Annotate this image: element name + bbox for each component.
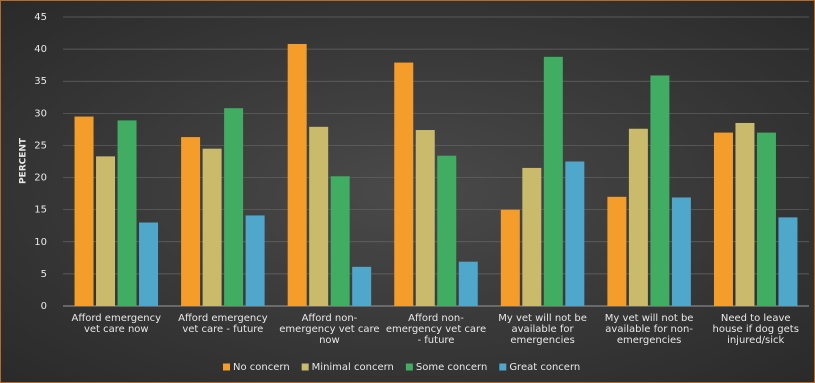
bar xyxy=(607,196,627,306)
y-axis-label: PERCENT xyxy=(19,137,29,184)
x-tick-label: Afford non-emergency vet care now xyxy=(279,313,380,346)
legend-swatch xyxy=(405,363,413,371)
x-tick-label: Afford non-emergency vet care - future xyxy=(385,313,487,346)
bar xyxy=(522,167,542,306)
bar xyxy=(437,155,457,306)
legend-label: No concern xyxy=(233,362,290,373)
bar xyxy=(650,75,670,306)
bar xyxy=(394,62,414,306)
bar xyxy=(713,132,733,306)
bar xyxy=(500,209,520,306)
x-tick-label: Need to leave house if dog gets injured/… xyxy=(712,313,799,346)
bar xyxy=(139,222,159,306)
bar xyxy=(543,56,563,306)
x-tick-label: My vet will not be available for non-eme… xyxy=(604,313,694,346)
y-tick-label: 40 xyxy=(34,44,47,55)
bar xyxy=(245,215,265,306)
bar xyxy=(330,176,350,306)
legend-swatch xyxy=(301,363,309,371)
bar xyxy=(415,130,435,306)
y-tick-label: 30 xyxy=(34,108,47,119)
bar xyxy=(74,116,94,307)
x-tick-label: Afford emergency vet care - future xyxy=(178,313,268,335)
bar xyxy=(117,120,137,306)
legend-label: Minimal concern xyxy=(312,362,394,373)
bar xyxy=(181,137,201,306)
bar xyxy=(458,261,478,306)
legend-swatch xyxy=(499,363,507,371)
y-tick-label: 25 xyxy=(34,140,47,151)
legend-swatch xyxy=(223,363,230,371)
legend-label: Great concern xyxy=(509,362,580,373)
y-tick-label: 35 xyxy=(34,76,47,87)
bar xyxy=(671,197,691,306)
y-tick-label: 10 xyxy=(34,237,47,248)
y-tick-label: 5 xyxy=(41,269,47,280)
bar xyxy=(756,132,776,306)
y-tick-label: 0 xyxy=(41,301,47,312)
bar xyxy=(352,266,372,306)
bar xyxy=(202,148,222,306)
bar xyxy=(224,108,244,306)
bar xyxy=(565,161,585,306)
legend-label: Some concern xyxy=(416,362,487,373)
x-tick-label: My vet will not be available for emergen… xyxy=(498,313,587,346)
y-tick-label: 20 xyxy=(34,173,47,184)
bar xyxy=(628,128,648,306)
bar xyxy=(735,122,755,306)
y-tick-label: 15 xyxy=(34,205,47,216)
y-tick-label: 45 xyxy=(34,12,47,23)
bar xyxy=(96,156,116,306)
bar xyxy=(778,217,798,306)
bar xyxy=(287,43,307,307)
bar xyxy=(309,126,329,306)
x-tick-label: Afford emergency vet care now xyxy=(71,313,162,335)
